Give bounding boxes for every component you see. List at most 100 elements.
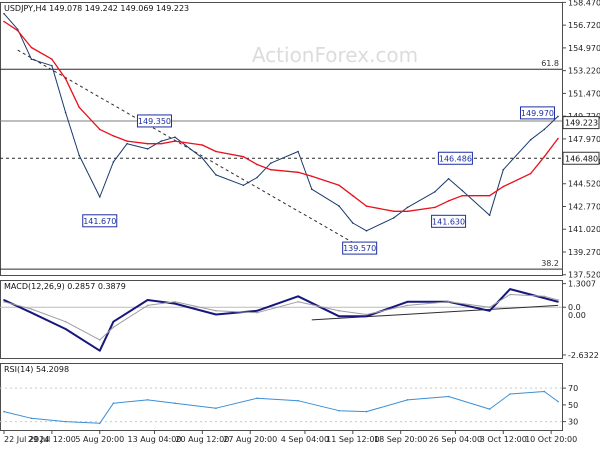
- price-annotation-box: [136, 114, 172, 128]
- macd-series-point: [557, 300, 559, 303]
- price-annotation-label: 141.670: [83, 217, 116, 226]
- price-series-point: [98, 196, 101, 198]
- trend-line: [17, 49, 367, 251]
- y-tick-label: 0.0: [568, 303, 581, 312]
- macd-series-point: [98, 349, 101, 352]
- y-tick-label: 156.720: [568, 21, 600, 30]
- price-series-point: [78, 154, 81, 157]
- macd-series-point: [365, 315, 368, 318]
- macd-series-point: [112, 326, 115, 328]
- price-series-point: [529, 172, 532, 175]
- y-tick-label: 153.220: [568, 67, 600, 76]
- rsi-series-point: [297, 399, 299, 402]
- rsi-series-point: [406, 399, 409, 401]
- price-series-point: [297, 150, 299, 153]
- y-tick-label: 137.520: [568, 271, 600, 280]
- price-series-point: [543, 155, 546, 158]
- price-series-line-1: [3, 20, 559, 212]
- price-series-point: [160, 140, 163, 142]
- price-annotation-box: [82, 214, 118, 228]
- x-tick-label: 22 Jul 2024: [4, 435, 49, 444]
- level-price-box: [562, 151, 600, 165]
- price-series-point: [352, 222, 354, 224]
- macd-series-point: [365, 313, 368, 316]
- rsi-series-point: [365, 410, 368, 413]
- price-series-point: [434, 191, 436, 193]
- price-series-point: [406, 210, 409, 213]
- x-tick-label: 10 Oct 20:00: [525, 435, 577, 444]
- price-series-point: [447, 178, 450, 180]
- rsi-series-point: [146, 399, 149, 401]
- price-series-point: [30, 58, 33, 60]
- macd-header: MACD(12,26,9) 0.2857 0.3879: [4, 282, 126, 291]
- rsi-series-point: [215, 407, 217, 410]
- price-annotation-box: [431, 214, 467, 228]
- price-series-point: [488, 194, 491, 197]
- price-series-point: [51, 64, 53, 67]
- price-series-point: [215, 174, 217, 176]
- price-series-point: [557, 115, 559, 118]
- price-series-point: [297, 171, 299, 174]
- current-price-label: 149.223: [565, 119, 598, 128]
- price-series-point: [557, 137, 559, 140]
- price-series-line-0: [3, 13, 559, 232]
- price-series-point: [64, 111, 67, 114]
- price-series-point: [365, 205, 368, 207]
- price-series-point: [447, 200, 450, 202]
- x-tick-label: 13 Aug 04:00: [127, 435, 181, 444]
- fib-label: 38.2: [541, 259, 559, 268]
- macd-series-point: [557, 299, 559, 301]
- macd-series-line-0: [3, 288, 559, 352]
- price-series-point: [51, 58, 53, 60]
- price-series-point: [160, 142, 163, 145]
- macd-series-point: [447, 300, 450, 303]
- rsi-series-point: [543, 390, 546, 393]
- macd-series-point: [338, 315, 340, 318]
- macd-series-point: [297, 295, 299, 298]
- macd-series-line-1: [3, 294, 559, 341]
- price-series-point: [64, 77, 67, 80]
- price-series-point: [310, 175, 313, 177]
- macd-series-point: [406, 304, 409, 307]
- current-price-box: [562, 116, 600, 130]
- price-series-point: [256, 163, 258, 166]
- price-series-point: [461, 194, 464, 197]
- rsi-series-point: [30, 417, 33, 420]
- macd-series-point: [256, 310, 258, 312]
- panel-frame-0: [0, 2, 563, 276]
- price-series-point: [352, 194, 354, 197]
- price-series-point: [112, 135, 115, 137]
- y-tick-label: -2.6322: [568, 351, 599, 360]
- rsi-series-point: [338, 409, 340, 412]
- price-annotation-label: 139.570: [343, 244, 376, 253]
- price-annotation-box: [437, 151, 473, 165]
- x-tick-label: 5 Aug 20:00: [75, 435, 124, 444]
- price-series-point: [146, 148, 149, 150]
- y-tick-label: 1.3007: [568, 280, 596, 289]
- price-annotation-label: 149.970: [521, 109, 554, 118]
- macd-series-point: [64, 320, 67, 323]
- price-series-point: [98, 128, 101, 131]
- price-series-point: [461, 189, 464, 192]
- price-series-point: [529, 139, 532, 141]
- rsi-series-point: [488, 408, 491, 410]
- price-series-point: [365, 230, 368, 232]
- rsi-series-point: [98, 422, 101, 425]
- price-series-point: [242, 184, 245, 187]
- price-series-point: [406, 206, 409, 209]
- y-tick-label: 141.020: [568, 225, 600, 234]
- y-tick-label: 50: [568, 401, 578, 410]
- y-tick-label: 30: [568, 418, 578, 427]
- rsi-series-point: [3, 410, 5, 413]
- x-tick-label: 29 Jul 12:00: [28, 435, 76, 444]
- price-annotation-box: [519, 106, 555, 120]
- rsi-series-point: [557, 400, 559, 403]
- macd-series-point: [297, 300, 299, 303]
- y-tick-label: 144.520: [568, 180, 600, 189]
- macd-series-point: [146, 304, 149, 307]
- macd-series-point: [509, 293, 511, 296]
- y-tick-label: 139.270: [568, 248, 600, 257]
- rsi-header: RSI(14) 54.2098: [4, 365, 69, 374]
- price-series-point: [3, 12, 5, 15]
- price-series-point: [310, 188, 313, 190]
